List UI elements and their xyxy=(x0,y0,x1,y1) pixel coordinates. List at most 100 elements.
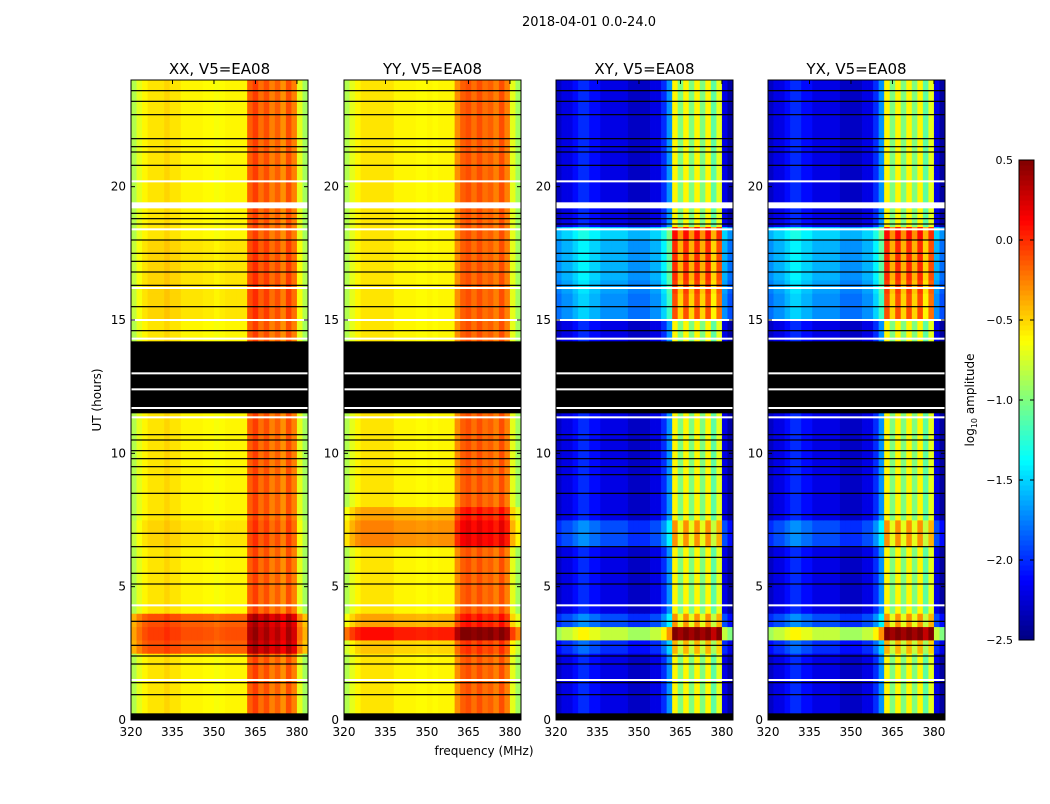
heatmap-cell xyxy=(678,320,684,334)
heatmap-cell xyxy=(510,413,516,427)
heatmap-cell xyxy=(562,507,568,521)
heatmap-cell xyxy=(628,667,634,681)
heatmap-cell xyxy=(297,240,303,254)
heatmap-cell xyxy=(683,613,689,627)
heatmap-cell xyxy=(584,440,590,454)
heatmap-cell xyxy=(639,120,645,134)
heatmap-cell xyxy=(622,147,628,161)
heatmap-cell xyxy=(633,293,639,307)
heatmap-cell xyxy=(584,587,590,601)
heatmap-cell xyxy=(628,253,634,267)
heatmap-cell xyxy=(650,280,656,294)
heatmap-cell xyxy=(264,213,270,227)
heatmap-cell xyxy=(247,573,253,587)
heatmap-cell xyxy=(606,413,612,427)
heatmap-cell xyxy=(131,480,137,494)
heatmap-cell xyxy=(361,187,367,201)
heatmap-cell xyxy=(131,467,137,481)
heatmap-cell xyxy=(633,267,639,281)
heatmap-cell xyxy=(170,613,176,627)
heatmap-cell xyxy=(868,693,874,707)
heatmap-cell xyxy=(203,493,209,507)
heatmap-cell xyxy=(421,667,427,681)
heatmap-cell xyxy=(645,573,651,587)
heatmap-cell xyxy=(286,93,292,107)
heatmap-cell xyxy=(589,253,595,267)
heatmap-cell xyxy=(611,667,617,681)
heatmap-cell xyxy=(253,133,259,147)
heatmap-cell xyxy=(264,280,270,294)
heatmap-cell xyxy=(661,613,667,627)
heatmap-cell xyxy=(410,587,416,601)
heatmap-cell xyxy=(562,693,568,707)
heatmap-cell xyxy=(344,667,350,681)
heatmap-cell xyxy=(186,160,192,174)
heatmap-cell xyxy=(377,547,383,561)
heatmap-cell xyxy=(694,453,700,467)
heatmap-cell xyxy=(291,187,297,201)
heatmap-cell xyxy=(645,547,651,561)
heatmap-cell xyxy=(280,213,286,227)
heatmap-cell xyxy=(455,520,461,534)
heatmap-cell xyxy=(578,93,584,107)
heatmap-cell xyxy=(482,280,488,294)
heatmap-cell xyxy=(589,427,595,441)
heatmap-cell xyxy=(471,560,477,574)
heatmap-cell xyxy=(694,120,700,134)
heatmap-cell xyxy=(258,427,264,441)
heatmap-cell xyxy=(617,680,623,694)
heatmap-cell xyxy=(153,587,159,601)
heatmap-cell xyxy=(851,693,857,707)
heatmap-cell xyxy=(595,427,601,441)
heatmap-cell xyxy=(711,427,717,441)
flagged-row xyxy=(131,101,308,102)
heatmap-cell xyxy=(410,560,416,574)
heatmap-cell xyxy=(399,307,405,321)
heatmap-cell xyxy=(421,653,427,667)
heatmap-cell xyxy=(622,520,628,534)
heatmap-cell xyxy=(482,627,488,641)
heatmap-cell xyxy=(242,493,248,507)
heatmap-cell xyxy=(556,160,562,174)
heatmap-cell xyxy=(416,120,422,134)
heatmap-cell xyxy=(573,93,579,107)
heatmap-cell xyxy=(606,453,612,467)
heatmap-cell xyxy=(361,467,367,481)
heatmap-cell xyxy=(617,573,623,587)
heatmap-cell xyxy=(633,693,639,707)
heatmap-cell xyxy=(488,213,494,227)
heatmap-cell xyxy=(700,613,706,627)
heatmap-cell xyxy=(258,80,264,94)
heatmap-cell xyxy=(231,320,237,334)
heatmap-cell xyxy=(297,427,303,441)
heatmap-cell xyxy=(142,213,148,227)
heatmap-cell xyxy=(694,627,700,641)
heatmap-cell xyxy=(444,133,450,147)
heatmap-cell xyxy=(471,213,477,227)
heatmap-cell xyxy=(405,480,411,494)
heatmap-cell xyxy=(131,173,137,187)
heatmap-cell xyxy=(372,560,378,574)
heatmap-cell xyxy=(170,120,176,134)
heatmap-cell xyxy=(410,147,416,161)
heatmap-cell xyxy=(427,133,433,147)
heatmap-cell xyxy=(705,613,711,627)
heatmap-cell xyxy=(460,653,466,667)
heatmap-cell xyxy=(499,680,505,694)
heatmap-cell xyxy=(405,120,411,134)
heatmap-cell xyxy=(667,107,673,121)
heatmap-cell xyxy=(197,147,203,161)
heatmap-cell xyxy=(438,147,444,161)
heatmap-cell xyxy=(661,480,667,494)
heatmap-cell xyxy=(661,253,667,267)
heatmap-cell xyxy=(466,147,472,161)
heatmap-cell xyxy=(405,427,411,441)
heatmap-cell xyxy=(466,600,472,614)
heatmap-cell xyxy=(383,587,389,601)
heatmap-cell xyxy=(416,573,422,587)
heatmap-cell xyxy=(175,320,181,334)
heatmap-cell xyxy=(388,440,394,454)
heatmap-cell xyxy=(181,533,187,547)
heatmap-cell xyxy=(656,107,662,121)
heatmap-cell xyxy=(394,493,400,507)
